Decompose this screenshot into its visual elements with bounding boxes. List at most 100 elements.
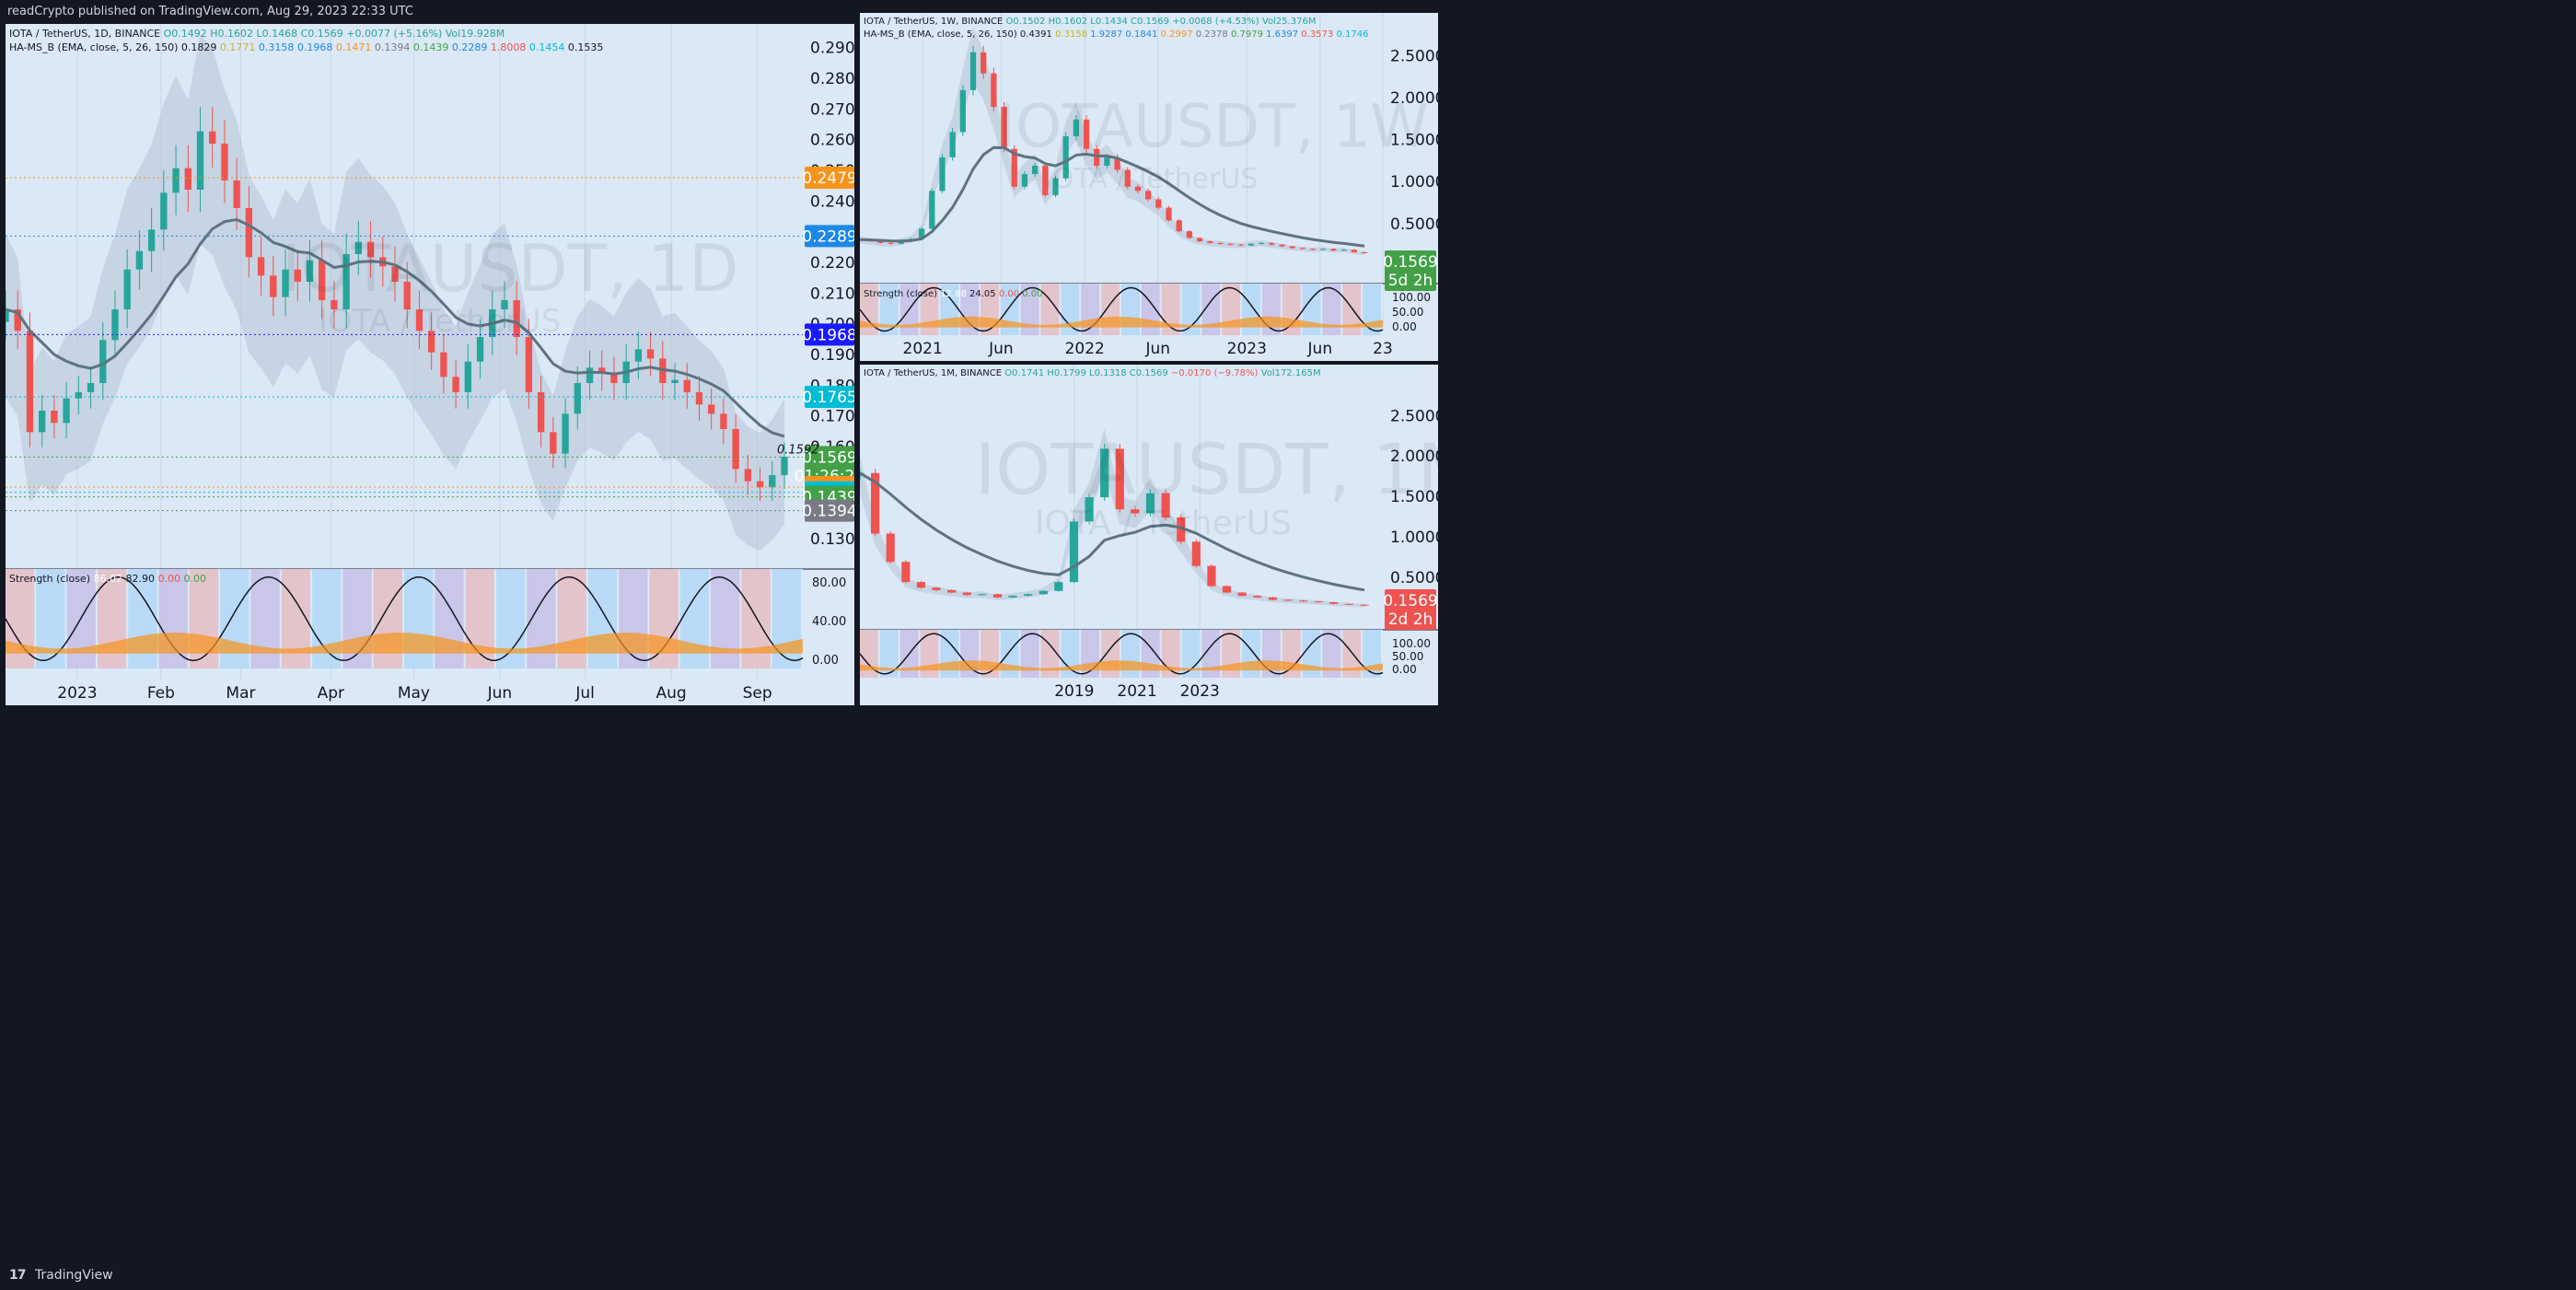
candle-body [1039,590,1048,595]
strength-band [1322,284,1341,335]
ohlc-close: C0.1569 [301,28,347,40]
candle-body [898,241,904,244]
y-tick-label: 0.1300 [810,530,854,549]
x-tick-label: 2021 [903,340,943,358]
strength-value: 0.00 [184,573,207,585]
candle-body [1283,599,1293,601]
ohlc-close: C0.1569 [1130,368,1171,378]
price-tag [805,386,854,408]
candle-body [932,587,941,590]
price-tag-label: 0.1394 [802,503,854,521]
price-tag [805,225,854,248]
candle-body [1247,243,1255,246]
indicator-value: 0.1771 [220,41,259,53]
candle-body [501,300,508,309]
x-tick-label: Jul [574,684,595,703]
candle-body [886,533,895,563]
candle-body [1217,242,1224,244]
indicator-value: 0.1454 [529,41,568,53]
candle-body [992,594,1003,598]
candle-body [1253,596,1262,598]
strength-band [1040,630,1060,678]
indicator-header: HA-MS_B (EMA, close, 5, 26, 150) 0.4391 … [864,29,1368,40]
candle-body [871,472,880,534]
strength-band [879,630,899,678]
price-tag [805,323,854,346]
indicator-value: 0.3158 [1055,29,1090,40]
strength-value: 82.90 [126,573,158,585]
price-tag-label: 0.1968 [802,326,854,344]
candle-body [1145,191,1152,200]
strength-value: 12.88 [940,289,969,299]
strength-band [879,284,899,335]
daily-chart[interactable]: 0.29000.28000.27000.26000.25000.24000.23… [6,24,854,705]
candle-body [196,131,204,190]
symbol-header: IOTA / TetherUS, 1D, BINANCE O0.1492 H0.… [9,28,505,40]
candle-body [1320,249,1327,250]
symbol-header: IOTA / TetherUS, 1M, BINANCE O0.1741 H0.… [864,368,1321,378]
candle-body [1207,565,1216,587]
price-axis-background [803,24,854,705]
indicator-value: 0.2289 [452,41,491,53]
strength-area [860,660,1383,671]
ohlc-open: O0.1502 [1006,17,1049,27]
x-tick-label: Feb [147,684,175,703]
strength-tick-label: 100.00 [1392,291,1431,304]
strength-value: 0.00 [999,289,1022,299]
price-tag-label: 0.1569 [1383,253,1437,272]
price-tag [1385,250,1436,291]
ichimoku-cloud-band [860,428,1364,608]
y-tick-label: 2.5000 [1390,47,1438,65]
candle-body [1227,243,1234,245]
candle-body [574,383,581,414]
candle-body [1145,493,1155,514]
strength-tick-label: 0.00 [1392,320,1417,333]
tradingview-logo-icon: 17 [9,1268,27,1283]
symbol-header: IOTA / TetherUS, 1W, BINANCE O0.1502 H0.… [864,17,1316,27]
volume: Vol19.928M [446,28,505,40]
candle-body [732,429,739,470]
candle-body [929,191,935,229]
price-tag-label: 0.2479 [802,169,854,188]
candle-body [123,269,131,309]
candle-body [888,242,894,244]
indicator-value: 0.3158 [259,41,297,53]
candle-body [1166,207,1172,221]
indicator-value: 0.1535 [568,41,604,53]
indicator-value: 0.1471 [336,41,375,53]
x-tick-label: Aug [656,684,687,703]
candle-body [562,413,569,454]
x-tick-label: Jun [1144,340,1170,358]
candle-body [991,73,997,108]
candle-body [294,269,301,282]
strength-band [1020,630,1039,678]
price-tag-label: 0.1569 [1383,592,1437,610]
candle-body [720,413,727,429]
indicator-value: 1.9287 [1090,29,1125,40]
candle-body [1085,497,1094,522]
price-tag [805,499,854,522]
price-annotation: 0.1592 [777,444,819,458]
candle-body [537,392,545,433]
strength-value: 0.00 [158,573,184,585]
moving-average-line [860,145,1365,248]
candle-body [111,309,119,341]
watermark-symbol: IOTAUSDT, 1D [282,231,738,307]
x-tick-label: 2023 [57,684,97,703]
strength-band [1040,284,1060,335]
indicator-value: 0.1394 [375,41,413,53]
candle-body [513,300,520,337]
candle-body [1237,592,1247,597]
indicator-value: 0.7979 [1231,29,1266,40]
x-tick-label: Sep [743,684,772,703]
price-tag-countdown: 2d 2h [1388,610,1433,629]
candle-body [331,300,338,309]
candle-body [160,192,168,230]
